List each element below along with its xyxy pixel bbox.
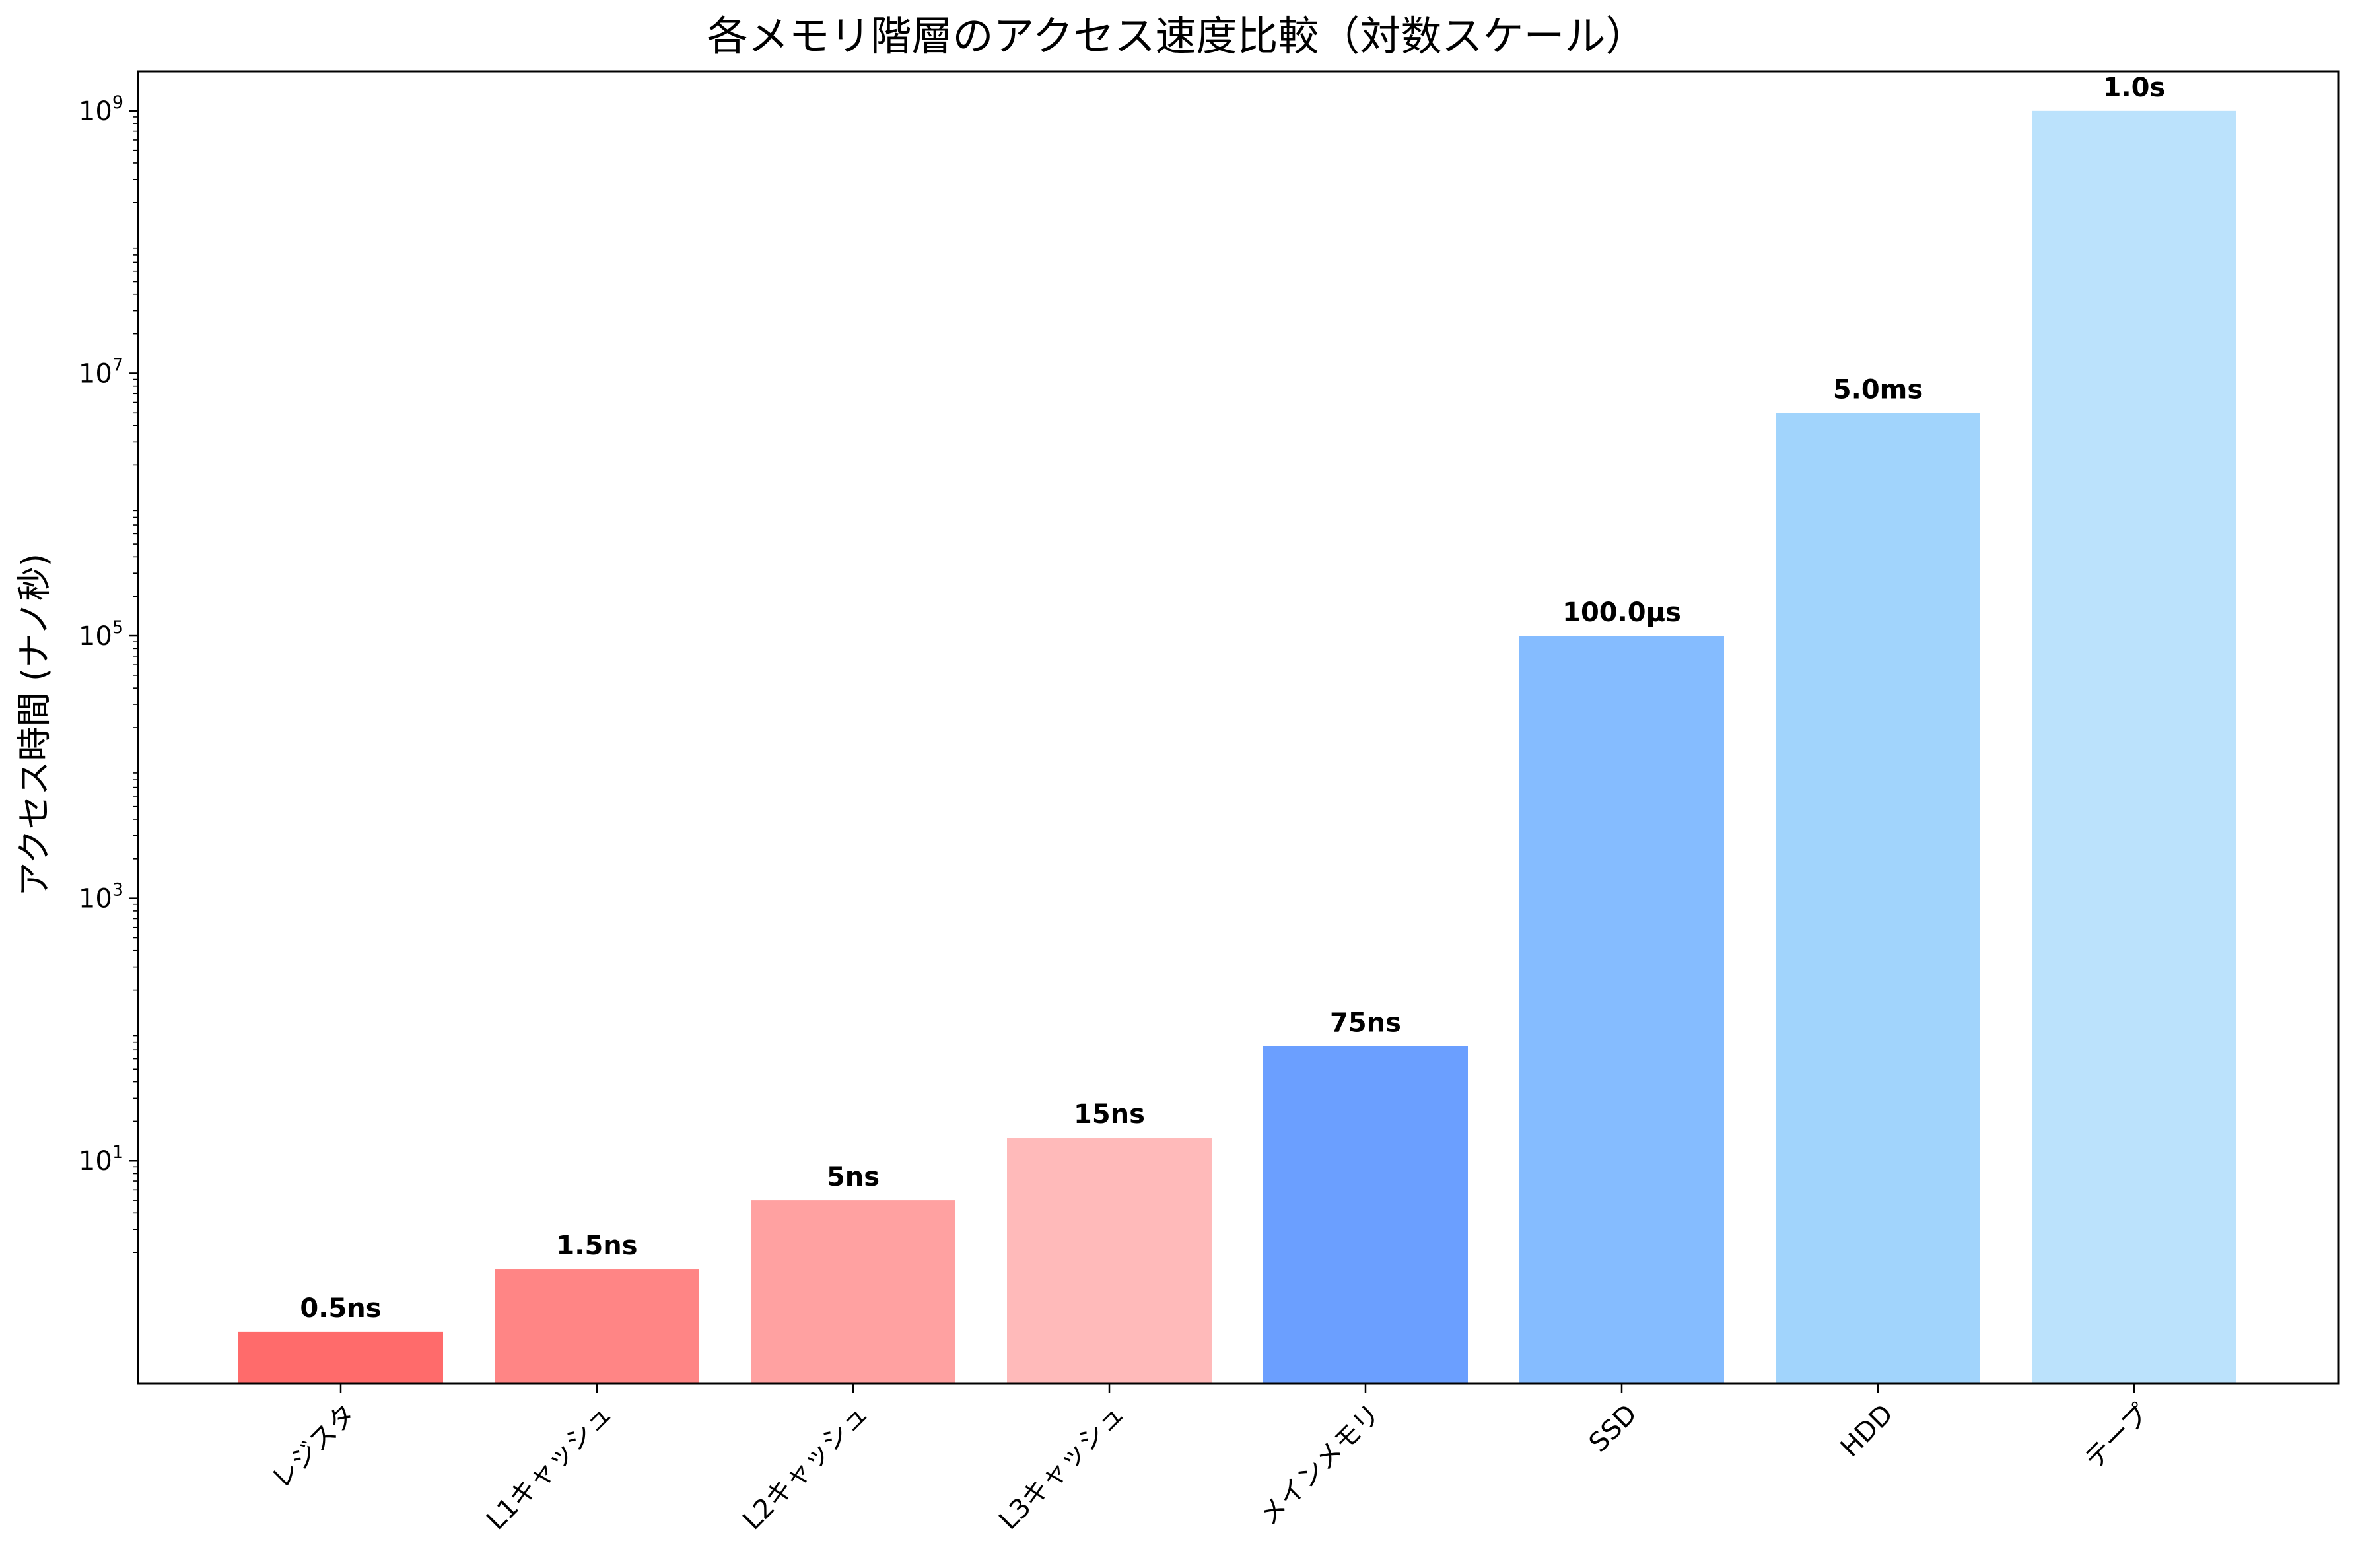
y-tick-label: 105 (79, 617, 123, 652)
x-tick-label: テープ (2079, 1399, 2155, 1476)
bar (2032, 110, 2236, 1384)
y-tick-label: 103 (79, 880, 123, 914)
y-axis-ticks: 101 103 105 107 109 (79, 92, 138, 1253)
plot-area-frame (137, 70, 2340, 1385)
bar-value-label: 1.5ns (556, 1231, 637, 1261)
y-tick-label: 109 (79, 92, 123, 127)
x-tick-label: メインメモリ (1254, 1399, 1387, 1532)
bar (1263, 1046, 1468, 1384)
bar-value-label: 75ns (1330, 1007, 1401, 1038)
x-tick-label: L3キャッシュ (993, 1399, 1130, 1536)
bar (1519, 636, 1724, 1384)
x-tick-label: HDD (1835, 1399, 1899, 1463)
x-tick-label: レジスタ (265, 1399, 362, 1495)
y-tick-label: 101 (79, 1142, 123, 1176)
x-tick-label: L1キャッシュ (481, 1399, 618, 1536)
bar-value-label: 1.0s (2103, 73, 2166, 103)
bar-value-label: 100.0μs (1562, 597, 1681, 628)
bar (238, 1331, 443, 1384)
bar (1007, 1138, 1212, 1384)
chart-title: 各メモリ階層のアクセス速度比較（対数スケール） (707, 12, 1647, 60)
bar-value-label: 5.0ms (1833, 374, 1923, 405)
x-axis-ticks: レジスタ L1キャッシュ L2キャッシュ L3キャッシュ メインメモリ SSD HDD テープ (265, 1384, 2155, 1536)
y-axis-label: アクセス時間 (ナノ秒) (15, 553, 55, 897)
x-tick-label: SSD (1583, 1399, 1643, 1458)
bar-value-label: 15ns (1074, 1099, 1145, 1130)
bars-layer (238, 110, 2236, 1384)
bar-value-labels: 0.5ns 1.5ns 5ns 15ns 75ns 100.0μs 5.0ms 1.0s (300, 73, 2165, 1324)
bar (751, 1200, 955, 1384)
x-tick-label: L2キャッシュ (737, 1399, 874, 1536)
bar-value-label: 5ns (827, 1162, 880, 1192)
bar (1776, 413, 1980, 1384)
bar (495, 1269, 699, 1384)
y-tick-label: 107 (79, 355, 123, 389)
bar-value-label: 0.5ns (300, 1293, 381, 1324)
